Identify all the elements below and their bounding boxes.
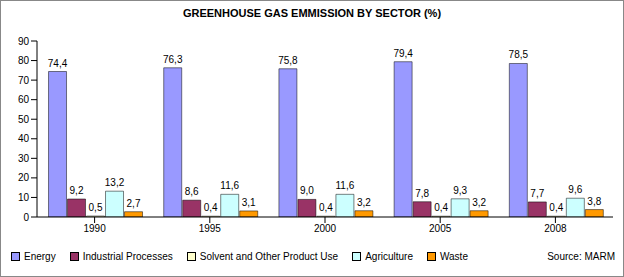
svg-text:50: 50 (18, 114, 30, 125)
svg-text:11,6: 11,6 (336, 180, 355, 191)
svg-text:8,6: 8,6 (185, 186, 199, 197)
svg-text:2008: 2008 (544, 223, 567, 234)
svg-text:3,2: 3,2 (472, 197, 486, 208)
svg-text:11,6: 11,6 (220, 180, 239, 191)
svg-text:75,8: 75,8 (278, 55, 298, 66)
svg-text:3,1: 3,1 (242, 197, 256, 208)
svg-text:78,5: 78,5 (509, 49, 529, 60)
svg-text:3,2: 3,2 (357, 197, 371, 208)
svg-text:0,4: 0,4 (549, 202, 563, 213)
html-text:Waste: Waste (440, 251, 468, 262)
svg-text:90: 90 (18, 36, 30, 47)
svg-text:79,4: 79,4 (393, 48, 413, 59)
html-text:Energy: Energy (24, 251, 56, 262)
html-text:GREENHOUSE GAS EMMISSION BY SE: GREENHOUSE GAS EMMISSION BY SECTOR (%) (182, 7, 442, 19)
html-text:Industrial Processes: Industrial Processes (82, 251, 173, 262)
svg-text:0,4: 0,4 (319, 202, 333, 213)
svg-text:76,3: 76,3 (163, 54, 183, 65)
svg-text:0,4: 0,4 (204, 202, 218, 213)
svg-text:13,2: 13,2 (105, 177, 125, 188)
svg-text:9,2: 9,2 (70, 185, 84, 196)
svg-text:2005: 2005 (429, 223, 452, 234)
svg-text:1995: 1995 (199, 223, 222, 234)
svg-text:74,4: 74,4 (48, 58, 68, 69)
svg-text:3,8: 3,8 (587, 196, 601, 207)
svg-text:2000: 2000 (314, 223, 337, 234)
svg-text:60: 60 (18, 94, 30, 105)
svg-text:30: 30 (18, 153, 30, 164)
html-text:Source: MARM: Source: MARM (547, 251, 615, 262)
svg-text:0: 0 (23, 212, 29, 223)
svg-text:0,4: 0,4 (434, 202, 448, 213)
svg-text:80: 80 (18, 55, 30, 66)
svg-text:7,7: 7,7 (530, 188, 544, 199)
svg-text:9,0: 9,0 (300, 185, 314, 196)
svg-text:1990: 1990 (83, 223, 106, 234)
svg-text:0,5: 0,5 (89, 202, 103, 213)
svg-text:2,7: 2,7 (127, 198, 141, 209)
svg-text:9,3: 9,3 (453, 185, 467, 196)
svg-text:10: 10 (18, 192, 30, 203)
svg-text:7,8: 7,8 (415, 188, 429, 199)
svg-text:40: 40 (18, 133, 30, 144)
svg-text:20: 20 (18, 172, 30, 183)
html-text:Agriculture: Agriculture (365, 251, 413, 262)
html-text:Solvent and Other Product Use: Solvent and Other Product Use (199, 251, 339, 262)
svg-text:70: 70 (18, 75, 30, 86)
svg-text:9,6: 9,6 (568, 184, 582, 195)
